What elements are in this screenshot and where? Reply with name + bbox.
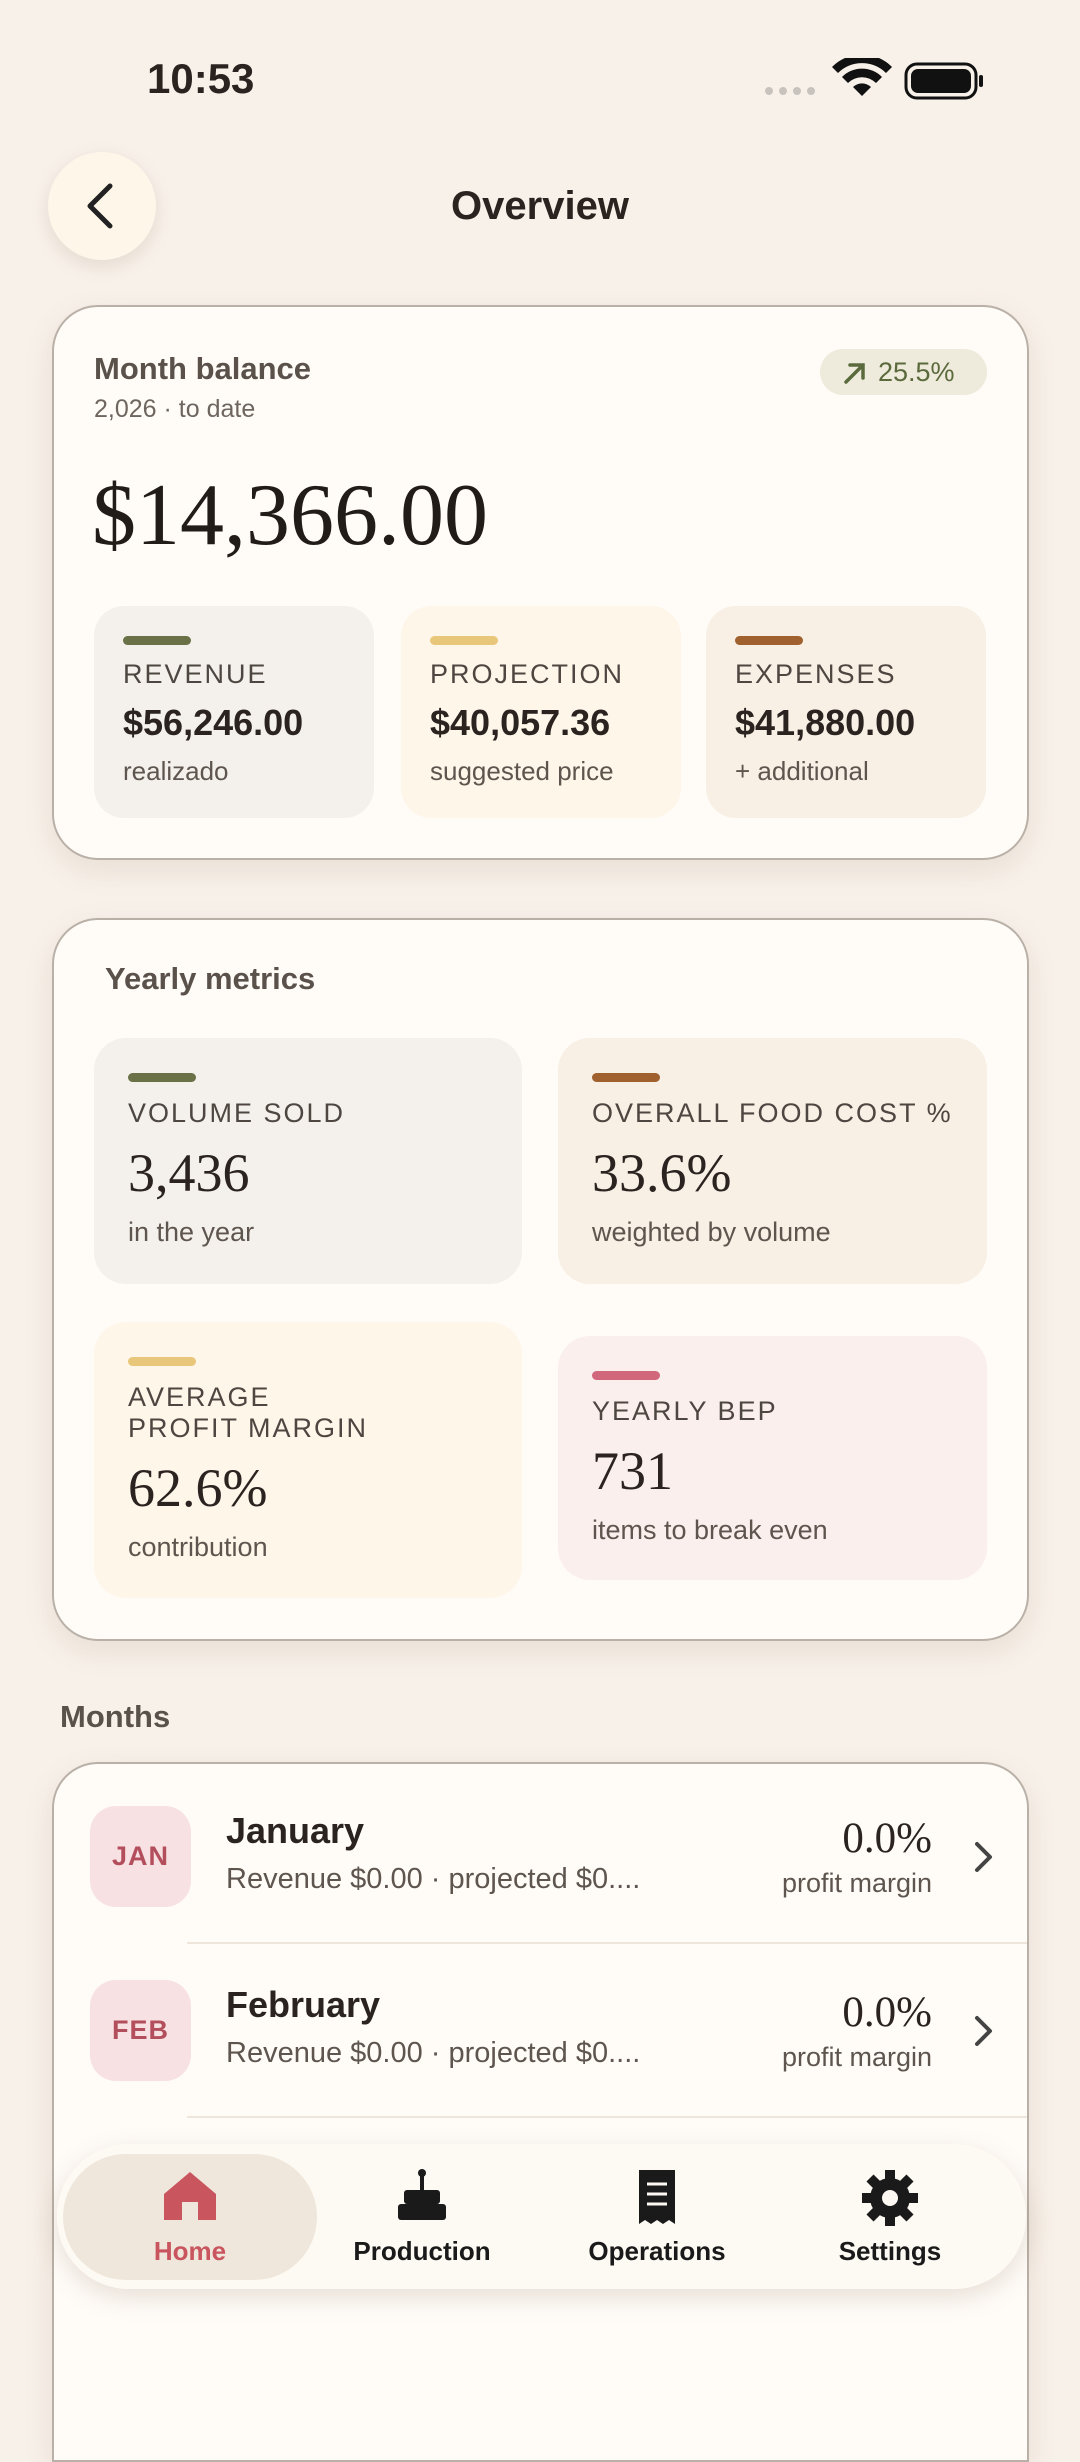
month-detail: Revenue $0.00 · projected $0.... [226,1863,641,1895]
metric-label: AVERAGE PROFIT MARGIN [128,1382,369,1443]
tab-label[interactable]: Home [153,2236,227,2266]
tab-label[interactable]: Settings [838,2236,942,2266]
stat-label: REVENUE [123,659,268,689]
stat-bar [430,636,498,645]
metric-bar [128,1073,196,1082]
month-badge [90,1806,191,1907]
tab-label[interactable]: Operations [588,2236,726,2266]
months-title: Months [60,1699,171,1734]
stat-label: EXPENSES [735,659,897,689]
month-badge [90,1980,191,2081]
stat-label: PROJECTION [430,659,625,689]
metric-label: VOLUME SOLD [128,1098,346,1128]
metric-note: items to break even [592,1515,828,1545]
metric-note: weighted by volume [592,1217,831,1247]
divider [187,1942,1027,1944]
metric-bar [128,1357,196,1366]
status-icons [765,58,983,100]
chevron [968,2014,998,2048]
metric-value: 33.6% [592,1143,732,1203]
tab-icon[interactable] [390,2166,454,2228]
stat-note: + additional [735,756,869,786]
metric-value: 62.6% [128,1458,268,1518]
status-time: 10:53 [147,55,255,102]
stat-value: $40,057.36 [430,702,611,743]
trend-badge: 25.5% [820,349,987,395]
screen: 10:53 Overview Month balance 2,026 · to … [48,55,1029,2462]
month-name: February [226,1984,381,2025]
badge-text: 25.5% [878,357,955,387]
month-abbr: JAN [111,1841,169,1871]
tab-label[interactable]: Production [353,2236,491,2266]
stat-note: suggested price [430,756,614,786]
balance-subtitle: 2,026 · to date [94,395,256,423]
stat-note: realizado [123,756,229,786]
metric-value: 731 [592,1441,673,1501]
balance-title: Month balance [94,351,312,386]
metric-label: OVERALL FOOD COST % [592,1098,953,1128]
month-note: profit margin [781,1868,932,1898]
stat-value: $41,880.00 [735,702,916,743]
stat-bar [123,636,191,645]
tab-icon[interactable] [858,2166,922,2228]
back-button[interactable] [48,152,156,260]
stat-value: $56,246.00 [123,702,304,743]
page-title: Overview [451,184,629,228]
tab-icon[interactable] [625,2166,689,2228]
month-value: 0.0% [842,1989,932,2036]
month-value: 0.0% [842,1815,932,1862]
balance-amount: $14,366.00 [92,467,488,564]
metric-box [94,1322,522,1598]
month-name: January [226,1810,365,1851]
month-abbr: FEB [112,2015,169,2045]
stat-bar [735,636,803,645]
metric-label: YEARLY BEP [592,1396,778,1426]
divider [187,2116,1027,2118]
metrics-title: Yearly metrics [105,961,316,996]
metric-note: in the year [128,1217,255,1247]
tab-icon[interactable] [158,2166,222,2228]
metric-value: 3,436 [128,1143,250,1203]
metric-note: contribution [128,1532,268,1562]
chevron [968,1840,998,1874]
month-note: profit margin [781,2042,932,2072]
metric-bar [592,1073,660,1082]
months-card [52,1762,1029,2462]
metric-bar [592,1371,660,1380]
month-detail: Revenue $0.00 · projected $0.... [226,2037,641,2069]
